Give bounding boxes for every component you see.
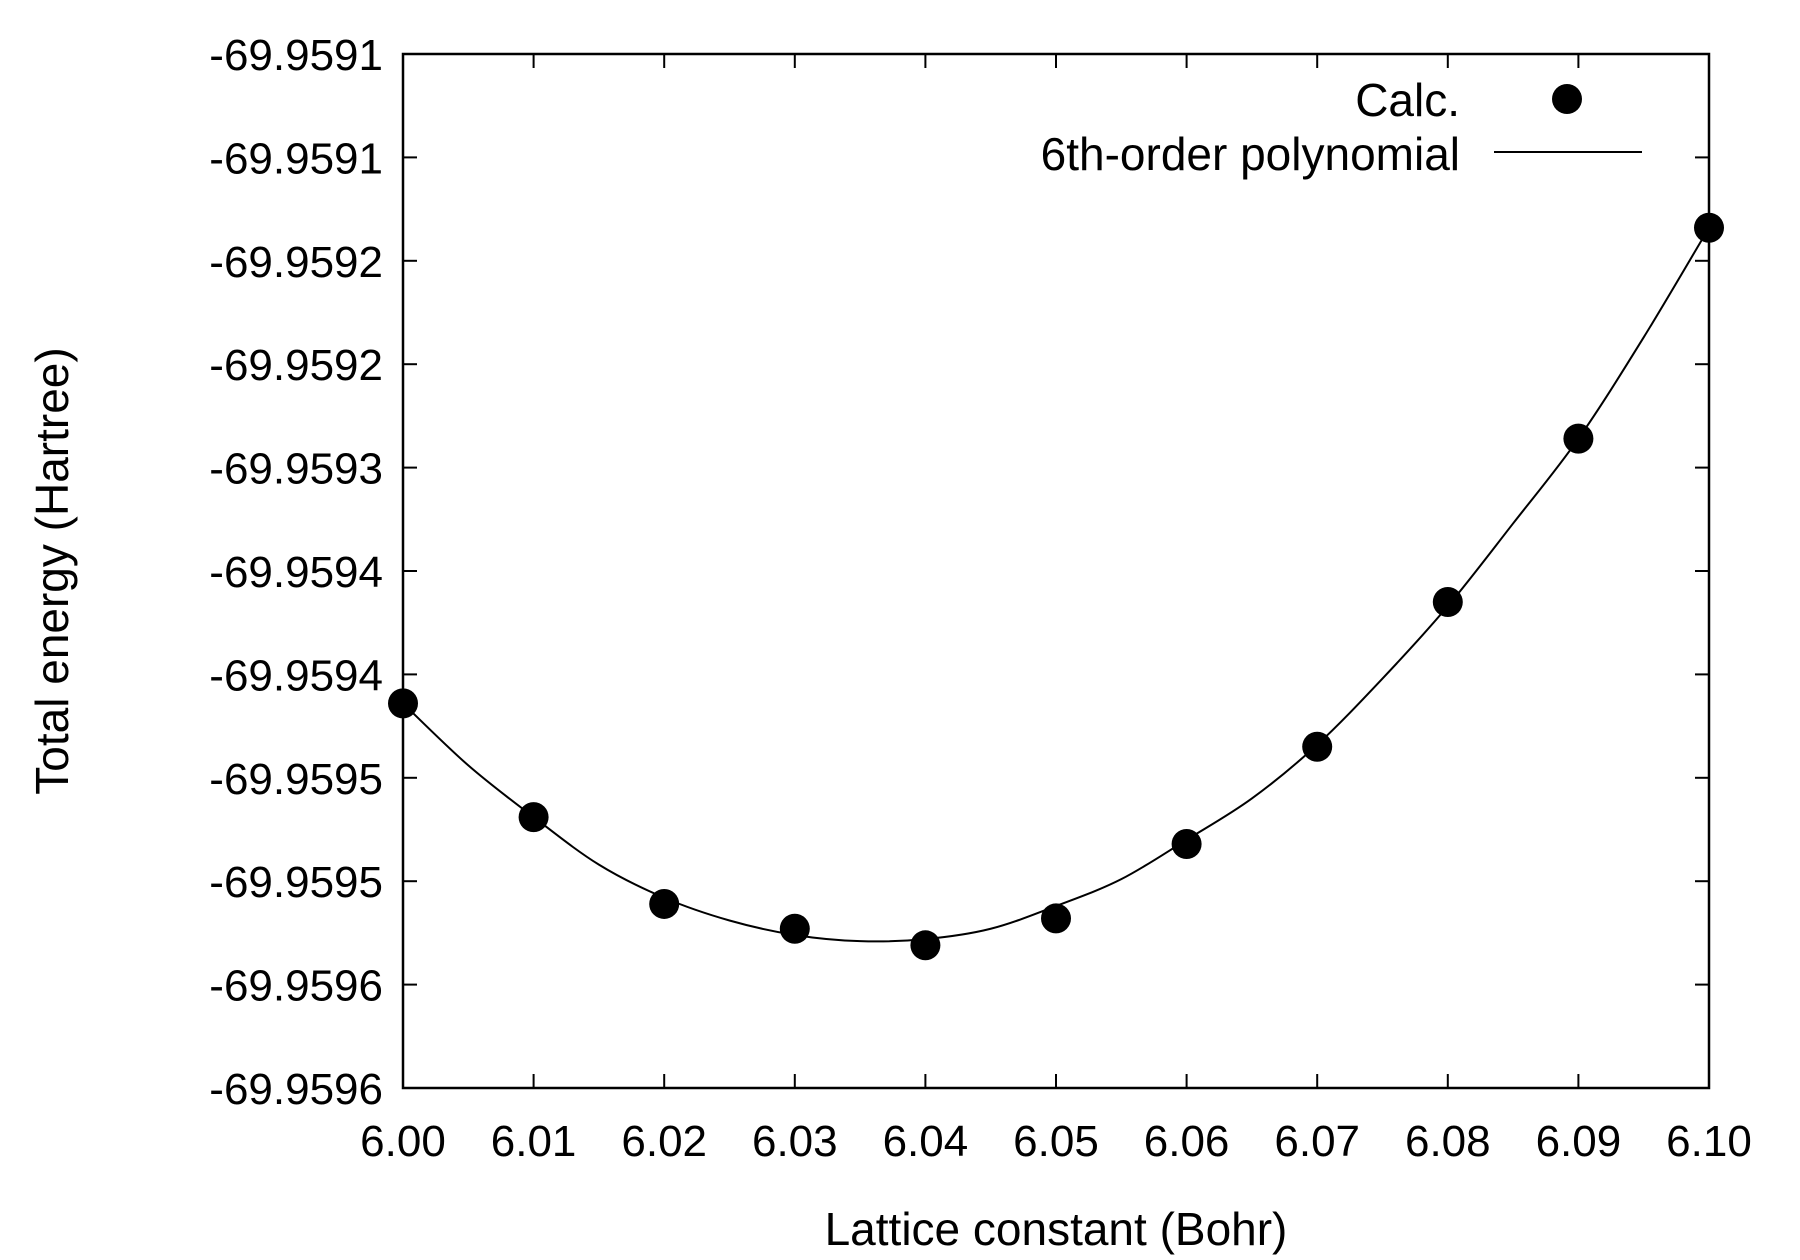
x-tick-label: 6.07 (1274, 1117, 1360, 1166)
x-tick-label: 6.01 (491, 1117, 577, 1166)
x-axis-title: Lattice constant (Bohr) (825, 1203, 1288, 1255)
polynomial-fit-line (402, 227, 1710, 943)
y-tick-label: -69.9592 (209, 341, 383, 390)
calc-point (1563, 423, 1594, 454)
legend-label-calc: Calc. (1355, 74, 1460, 126)
calc-point (779, 913, 810, 944)
y-axis-ticks: -69.9591 -69.9591 -69.9592 -69.9592 -69.9593… (209, 31, 1709, 1114)
y-tick-label: -69.9591 (209, 134, 383, 183)
x-tick-label: 6.02 (621, 1117, 707, 1166)
calc-point (1041, 903, 1071, 934)
calc-point (1694, 212, 1724, 243)
x-tick-label: 6.08 (1405, 1117, 1491, 1166)
y-tick-label: -69.9593 (209, 445, 383, 494)
x-tick-label: 6.00 (360, 1117, 446, 1166)
calc-point (518, 802, 549, 833)
calc-point (1302, 731, 1333, 762)
calc-point (388, 688, 418, 719)
calc-point (1432, 587, 1463, 618)
x-tick-label: 6.05 (1013, 1117, 1099, 1166)
x-axis-ticks: 6.00 6.01 6.02 6.03 6.04 6.05 6.06 6.07 6.08 6.09… (360, 54, 1752, 1166)
y-tick-label: -69.9591 (209, 31, 383, 80)
calc-point (1171, 828, 1202, 859)
y-tick-label: -69.9594 (209, 651, 383, 700)
x-tick-label: 6.03 (752, 1117, 838, 1166)
calc-points (388, 212, 1724, 961)
legend-label-polynomial: 6th-order polynomial (1041, 128, 1460, 180)
y-tick-label: -69.9595 (209, 858, 383, 907)
x-tick-label: 6.04 (883, 1117, 969, 1166)
calc-point (649, 888, 680, 919)
x-tick-label: 6.06 (1144, 1117, 1230, 1166)
x-tick-label: 6.09 (1536, 1117, 1622, 1166)
y-tick-label: -69.9592 (209, 238, 383, 287)
legend-marker-calc (1552, 84, 1582, 114)
x-tick-label: 6.10 (1666, 1117, 1752, 1166)
calc-point (910, 930, 941, 961)
y-tick-label: -69.9596 (209, 962, 383, 1011)
y-tick-label: -69.9596 (209, 1065, 383, 1114)
y-axis-title: Total energy (Hartree) (26, 347, 78, 794)
y-tick-label: -69.9594 (209, 548, 383, 597)
y-tick-label: -69.9595 (209, 755, 383, 804)
legend: Calc. 6th-order polynomial (1041, 74, 1642, 180)
